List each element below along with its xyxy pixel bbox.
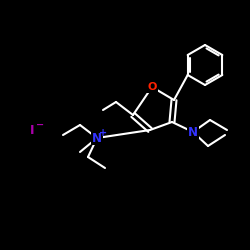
Text: +: +	[99, 128, 107, 138]
Text: N: N	[188, 126, 198, 138]
Text: O: O	[147, 82, 157, 92]
Text: N: N	[92, 132, 102, 144]
Text: −: −	[36, 120, 44, 130]
Text: I: I	[30, 124, 34, 136]
